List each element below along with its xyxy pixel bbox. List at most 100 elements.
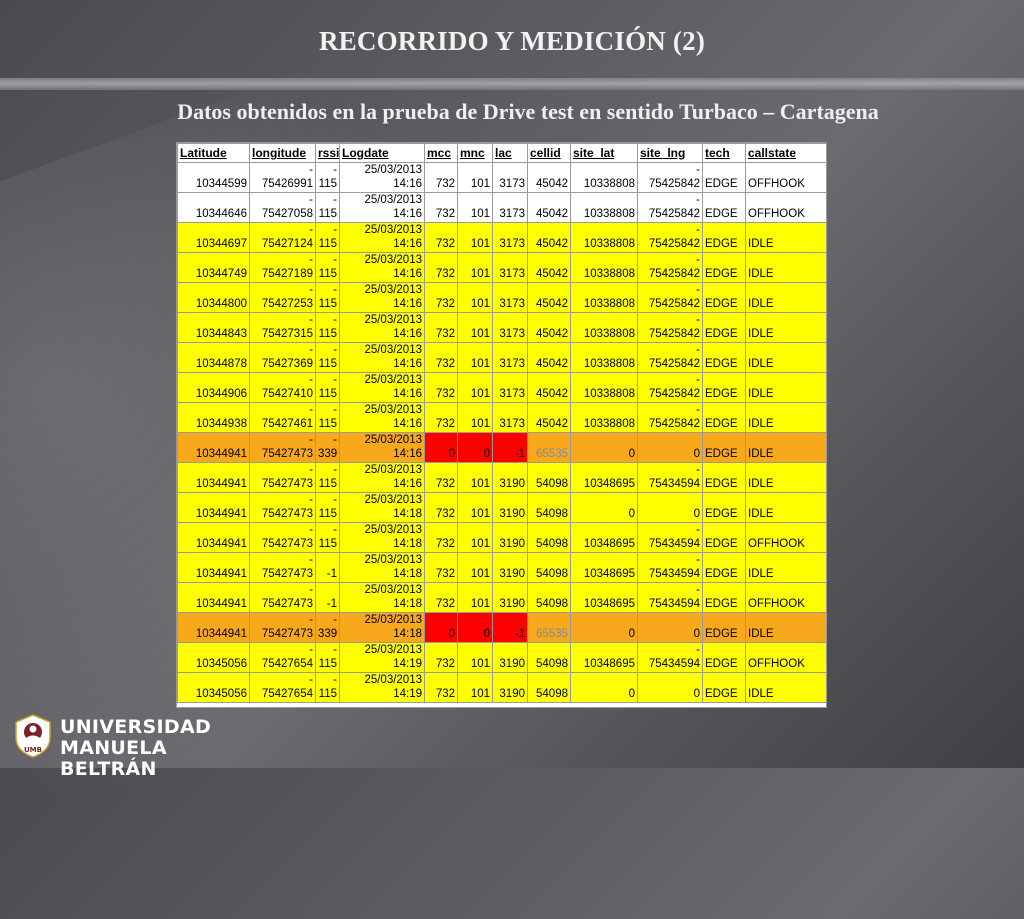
cell-logdate-top: 25/03/2013 bbox=[364, 314, 422, 326]
cell-site-lng-top: - bbox=[696, 194, 700, 206]
cell-lac: -1 bbox=[492, 612, 528, 643]
cell-site-lng: - 75425842 bbox=[637, 342, 703, 373]
cell-latitude: 10344941 bbox=[177, 552, 250, 583]
cell-rssi-top: - bbox=[333, 404, 337, 416]
cell-site-lat: 0 bbox=[570, 672, 638, 703]
cell-site-lng: - 75434594 bbox=[637, 642, 703, 673]
cell-site-lng: - 75425842 bbox=[637, 372, 703, 403]
cell-logdate: 25/03/2013 14:16 bbox=[339, 252, 425, 283]
cell-rssi-top: - bbox=[333, 464, 337, 476]
cell-callstate: OFFHOOK bbox=[745, 162, 826, 193]
table-row: 10344800-75427253-115 25/03/2013 14:16 732 1… bbox=[177, 282, 826, 313]
cell-rssi-top: - bbox=[333, 284, 337, 296]
cell-latitude: 10344938 bbox=[177, 402, 250, 433]
cell-site-lng-top: - bbox=[696, 584, 700, 596]
cell-rssi-value: 115 bbox=[318, 298, 337, 310]
cell-rssi-top: - bbox=[333, 254, 337, 266]
cell-logdate-top: 25/03/2013 bbox=[364, 494, 422, 506]
cell-lac: 3173 bbox=[492, 372, 528, 403]
cell-mcc: 0 bbox=[424, 612, 458, 643]
cell-site-lng-value: 0 bbox=[693, 508, 700, 520]
cell-longitude-value: 75427461 bbox=[261, 418, 313, 430]
cell-tech: EDGE bbox=[702, 582, 746, 613]
cell-longitude-value: 75427473 bbox=[261, 568, 313, 580]
cell-logdate-value: 14:16 bbox=[393, 418, 422, 430]
cell-callstate: IDLE bbox=[745, 342, 826, 373]
table-row: 10344599-75426991-115 25/03/2013 14:16 732 1… bbox=[177, 162, 826, 193]
cell-site-lng-value: 75434594 bbox=[648, 658, 700, 670]
cell-logdate-value: 14:18 bbox=[393, 568, 422, 580]
cell-logdate-value: 14:16 bbox=[393, 328, 422, 340]
cell-mnc: 101 bbox=[457, 192, 493, 223]
cell-rssi-value: 115 bbox=[318, 208, 337, 220]
cell-rssi-value: 115 bbox=[318, 388, 337, 400]
table-row: 10345056-75427654-115 25/03/2013 14:19 732 1… bbox=[177, 642, 826, 673]
cell-logdate: 25/03/2013 14:16 bbox=[339, 462, 425, 493]
cell-mnc: 101 bbox=[457, 372, 493, 403]
table-row: 10344941-75427473-115 25/03/2013 14:18 732 1… bbox=[177, 492, 826, 523]
cell-callstate: IDLE bbox=[745, 282, 826, 313]
cell-rssi-top: - bbox=[333, 344, 337, 356]
cell-site-lat: 10338808 bbox=[570, 222, 638, 253]
cell-mcc: 732 bbox=[424, 222, 458, 253]
cell-lac: 3173 bbox=[492, 252, 528, 283]
cell-logdate-top: 25/03/2013 bbox=[364, 524, 422, 536]
cell-longitude-value: 75427473 bbox=[261, 598, 313, 610]
cell-tech: EDGE bbox=[702, 642, 746, 673]
logo-line-1: UNIVERSIDAD bbox=[60, 716, 212, 738]
cell-site-lng-top: - bbox=[696, 404, 700, 416]
cell-longitude-value: 75427473 bbox=[261, 538, 313, 550]
cell-latitude: 10344749 bbox=[177, 252, 250, 283]
table-body: 10344599-75426991-115 25/03/2013 14:16 732 1… bbox=[177, 162, 826, 703]
cell-site-lat: 10338808 bbox=[570, 342, 638, 373]
cell-logdate-top: 25/03/2013 bbox=[364, 254, 422, 266]
cell-longitude: - 75427473 bbox=[249, 582, 316, 613]
cell-tech: EDGE bbox=[702, 552, 746, 583]
cell-rssi: - 115 bbox=[315, 402, 340, 433]
cell-rssi: - 115 bbox=[315, 642, 340, 673]
cell-logdate-value: 14:16 bbox=[393, 298, 422, 310]
column-header: site_lng bbox=[637, 143, 703, 163]
cell-longitude: - 75427058 bbox=[249, 192, 316, 223]
cell-lac: 3190 bbox=[492, 522, 528, 553]
cell-latitude: 10344843 bbox=[177, 312, 250, 343]
cell-longitude-value: 75426991 bbox=[261, 178, 313, 190]
cell-rssi: -1 bbox=[315, 552, 340, 583]
cell-lac: 3190 bbox=[492, 642, 528, 673]
cell-site-lng-top: - bbox=[696, 644, 700, 656]
cell-lac: 3173 bbox=[492, 282, 528, 313]
cell-logdate-top: 25/03/2013 bbox=[364, 614, 422, 626]
cell-longitude-value: 75427369 bbox=[261, 358, 313, 370]
cell-mcc: 732 bbox=[424, 372, 458, 403]
cell-rssi-top: - bbox=[333, 644, 337, 656]
cell-longitude-value: 75427473 bbox=[261, 478, 313, 490]
cell-tech: EDGE bbox=[702, 432, 746, 463]
cell-site-lat: 10348695 bbox=[570, 522, 638, 553]
cell-logdate: 25/03/2013 14:16 bbox=[339, 282, 425, 313]
cell-site-lng-top: - bbox=[696, 284, 700, 296]
table-row: 10344941-75427473-115 25/03/2013 14:18 732 1… bbox=[177, 522, 826, 553]
cell-longitude-value: 75427058 bbox=[261, 208, 313, 220]
cell-mcc: 732 bbox=[424, 492, 458, 523]
cell-logdate-value: 14:19 bbox=[393, 658, 422, 670]
cell-longitude-top: - bbox=[309, 224, 313, 236]
cell-longitude: - 75427124 bbox=[249, 222, 316, 253]
cell-cellid: 45042 bbox=[527, 312, 571, 343]
cell-longitude-top: - bbox=[309, 554, 313, 566]
cell-rssi-top: - bbox=[333, 524, 337, 536]
cell-rssi-value: 115 bbox=[318, 478, 337, 490]
cell-rssi-top: - bbox=[333, 224, 337, 236]
cell-latitude: 10344941 bbox=[177, 462, 250, 493]
cell-site-lat: 10338808 bbox=[570, 402, 638, 433]
cell-longitude: - 75427189 bbox=[249, 252, 316, 283]
cell-rssi: - 115 bbox=[315, 252, 340, 283]
cell-longitude-top: - bbox=[309, 254, 313, 266]
cell-callstate: IDLE bbox=[745, 672, 826, 703]
cell-longitude: - 75427473 bbox=[249, 462, 316, 493]
cell-callstate: IDLE bbox=[745, 252, 826, 283]
cell-site-lng: 0 bbox=[637, 672, 703, 703]
column-header: rssi bbox=[315, 143, 340, 163]
cell-tech: EDGE bbox=[702, 312, 746, 343]
cell-site-lng-value: 75425842 bbox=[648, 178, 700, 190]
title-divider bbox=[0, 78, 1024, 90]
